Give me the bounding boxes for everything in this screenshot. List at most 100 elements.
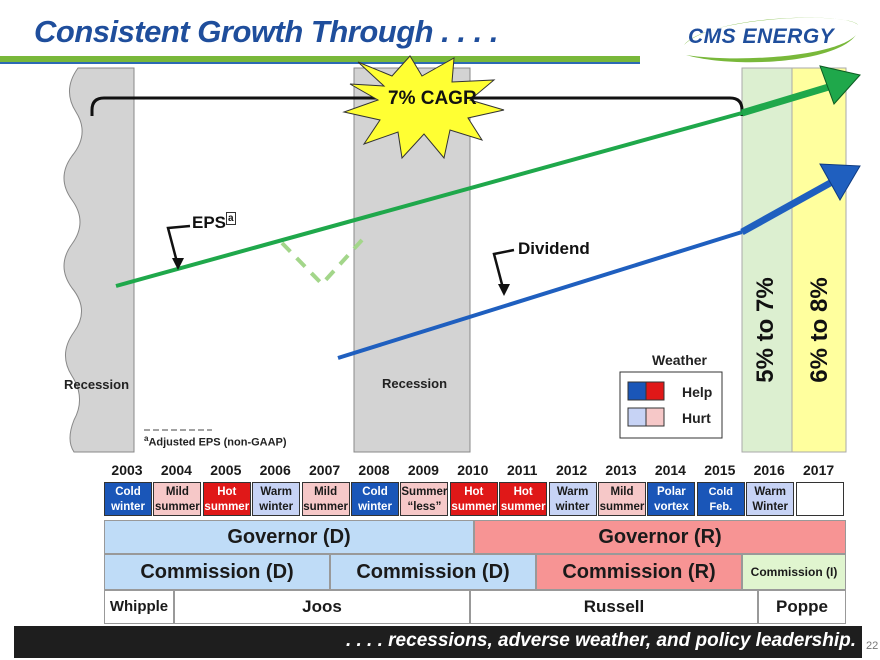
eps-pointer-head (172, 258, 184, 270)
dividend-pointer (492, 248, 515, 293)
year-label: 2017 (803, 462, 835, 478)
year-label: 2015 (704, 462, 736, 478)
cagr-starburst (342, 55, 505, 160)
legend-help-blue-swatch (627, 381, 647, 401)
weather-cell: Hot summer (449, 482, 498, 516)
dividend-trend-line (337, 230, 743, 360)
commission-d-bar-2: Commission (D) (330, 554, 536, 590)
year-label: 2007 (309, 462, 341, 478)
weather-cell: Summer “less” (400, 482, 449, 516)
weather-cell-line1: Warm (556, 486, 589, 498)
weather-cell-line1: Cold (362, 486, 388, 498)
footnote-text: Adjusted EPS (non-GAAP) (148, 436, 287, 449)
weather-cell (795, 482, 844, 516)
year-label: 2008 (358, 462, 390, 478)
weather-cell-line1: Warm (754, 486, 786, 498)
weather-cell: Cold winter (104, 482, 152, 516)
year-label: 2006 (259, 462, 291, 478)
commission-i-bar: Commission (I) (742, 554, 846, 590)
weather-cell-line2: winter (111, 501, 145, 513)
eps-outlook-arrow-shaft (740, 82, 834, 117)
year-axis: 2003 2004 2005 2006 2007 2008 2009 2010 2011 2012… (104, 462, 846, 480)
weather-legend-hurt: Hurt (682, 410, 711, 426)
recession-band-left (63, 67, 135, 453)
year-label: 2011 (507, 462, 538, 478)
weather-cell: Mild summer (153, 482, 202, 516)
eps-dip-dashed (280, 238, 364, 287)
legend-hurt-blue-swatch (627, 407, 647, 427)
weather-cell-line1: Hot (217, 486, 237, 498)
ceo-russell: Russell (470, 590, 758, 624)
eps-footnote-marker: a (226, 212, 236, 226)
eps-outlook-arrowhead (819, 65, 861, 105)
footnote-marker: a (144, 434, 149, 443)
ceo-joos: Joos (174, 590, 470, 624)
commission-r-bar: Commission (R) (536, 554, 742, 590)
year-label: 2009 (407, 462, 439, 478)
outlook-2016-label: 5% to 7% (752, 277, 779, 383)
weather-cell-line2: summer (500, 501, 546, 513)
commission-d-bar-1: Commission (D) (104, 554, 330, 590)
footer-text: . . . . recessions, adverse weather, and… (345, 630, 856, 651)
weather-cell-line2: summer (451, 501, 497, 513)
weather-cell-line1: Summer (401, 486, 448, 498)
weather-cell-line2: summer (204, 501, 250, 513)
legend-help-red-swatch (645, 381, 665, 401)
weather-cell: Mild summer (301, 482, 350, 516)
eps-trend-line (115, 111, 743, 288)
dividend-label: Dividend (518, 239, 590, 258)
weather-cell: Hot summer (499, 482, 548, 516)
year-label: 2005 (210, 462, 242, 478)
legend-hurt-pink-swatch (645, 407, 665, 427)
year-label: 2014 (654, 462, 686, 478)
weather-cell: Warm winter (252, 482, 301, 516)
title-underline-green (0, 56, 640, 62)
cagr-label: 7% CAGR (388, 88, 477, 109)
weather-cell-line2: vortex (654, 501, 689, 513)
weather-cell-line1: Hot (513, 486, 533, 498)
year-label: 2016 (753, 462, 785, 478)
slide-title: Consistent Growth Through . . . . (34, 14, 498, 49)
ceo-poppe: Poppe (758, 590, 846, 624)
recession-label-left: Recession (64, 377, 130, 392)
year-label: 2012 (556, 462, 588, 478)
recession-label-middle: Recession (382, 376, 448, 391)
weather-cell-line2: summer (599, 501, 645, 513)
eps-label-text: EPS (192, 213, 227, 232)
weather-cell-line1: Mild (610, 486, 634, 498)
page-number: 22 (866, 640, 879, 652)
weather-cell-line1: Cold (115, 486, 141, 498)
weather-cell-line2: Warm Dec. (698, 515, 744, 516)
cms-energy-logo (684, 17, 858, 63)
title-underline-blue (0, 62, 640, 64)
weather-legend-help: Help (682, 384, 713, 400)
weather-cell: Warm winter (548, 482, 597, 516)
weather-cell: Cold winter (351, 482, 399, 516)
weather-cell: Cold Feb. Warm Dec. (696, 482, 745, 516)
footer-bar: . . . . recessions, adverse weather, and… (14, 626, 862, 658)
outlook-band-2016 (741, 67, 793, 453)
weather-legend-title: Weather (652, 352, 707, 368)
year-label: 2010 (457, 462, 489, 478)
weather-cell: Hot summer (202, 482, 251, 516)
weather-cell-line1: Mild (165, 486, 189, 498)
cms-energy-logo-text: CMS ENERGY (688, 25, 835, 48)
weather-cell-line1: Polar (657, 486, 686, 498)
weather-cell: Warm Winter (746, 482, 795, 516)
outlook-band-2017 (791, 67, 847, 453)
outlook-2017-label: 6% to 8% (806, 277, 833, 383)
weather-cell-line1: Hot (464, 486, 484, 498)
weather-cell-line1: Cold Feb. (708, 486, 734, 513)
governor-d-bar: Governor (D) (104, 520, 474, 554)
eps-pointer (166, 224, 191, 267)
ceo-whipple: Whipple (104, 590, 174, 624)
eps-label: EPS a (192, 212, 236, 233)
weather-cell-line2: winter (358, 501, 392, 513)
weather-cell-line2: summer (303, 501, 348, 513)
weather-cell-line2: “less” (407, 501, 442, 513)
dividend-outlook-arrow-shaft (740, 178, 834, 236)
footnote: aAdjusted EPS (non-GAAP) (144, 434, 287, 449)
weather-cell-line2: Winter (752, 501, 789, 513)
year-label: 2004 (160, 462, 192, 478)
